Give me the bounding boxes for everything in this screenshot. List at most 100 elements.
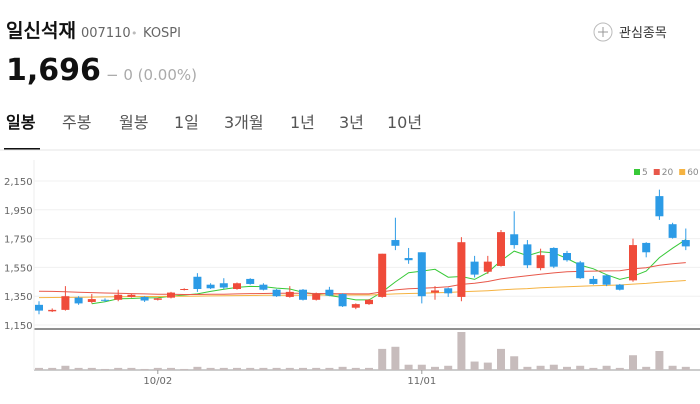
tab[interactable]: 월봉	[119, 113, 148, 132]
volume-bar	[114, 367, 123, 370]
candle-body	[444, 288, 453, 294]
candle-body	[351, 304, 360, 308]
volume-bar	[655, 351, 664, 370]
candle-body	[681, 240, 690, 247]
candle-body	[563, 253, 571, 261]
candle-body	[365, 299, 373, 305]
candle-body	[576, 262, 585, 279]
volume-bar	[74, 367, 83, 370]
candle-body	[417, 252, 426, 297]
candle-body	[114, 294, 123, 300]
candle-body	[431, 290, 439, 293]
y-tick-label: 1,750	[4, 235, 33, 246]
volume-bar	[470, 361, 479, 370]
volume-bar	[61, 365, 70, 370]
volume-bar	[642, 366, 651, 370]
candle-body	[259, 284, 268, 290]
candle-body	[497, 232, 505, 266]
candle-body	[457, 242, 466, 297]
volume-bar	[206, 367, 215, 370]
y-tick-label: 1,150	[4, 321, 33, 332]
volume-bar	[602, 365, 611, 370]
candle-body	[127, 294, 136, 297]
candle-body	[642, 242, 651, 253]
tab[interactable]: 1년	[290, 113, 315, 132]
volume-bar	[444, 365, 453, 370]
candle-body	[589, 278, 598, 284]
volume-bar	[629, 355, 637, 370]
market: KOSPI	[143, 26, 181, 41]
volume-bar	[259, 367, 268, 370]
volume-bar	[457, 332, 466, 370]
legend-label: 5	[642, 168, 648, 178]
volume-bar	[563, 366, 571, 370]
tab[interactable]: 1일	[174, 113, 199, 132]
candle-body	[246, 278, 255, 284]
volume-bar	[391, 346, 400, 370]
tab[interactable]: 3개월	[224, 113, 264, 132]
candle-body	[615, 284, 624, 290]
y-tick-label: 1,550	[4, 263, 33, 274]
candle-body	[470, 261, 479, 275]
candle-body	[35, 304, 43, 311]
volume-bar	[576, 365, 585, 370]
volume-bar	[285, 367, 294, 370]
candle-body	[193, 276, 202, 289]
volume-bar	[325, 367, 334, 370]
candle-body	[74, 297, 83, 304]
candle-body	[312, 294, 321, 300]
volume-bar	[351, 367, 360, 370]
tab[interactable]: 10년	[387, 113, 422, 132]
tab[interactable]: 3년	[339, 113, 364, 132]
watch-button[interactable]: 관심종목	[593, 22, 667, 42]
candle-body	[536, 255, 545, 269]
candle-body	[219, 283, 228, 288]
y-tick-label: 2,150	[4, 177, 33, 188]
volume-bar	[180, 368, 189, 370]
tab[interactable]: 일봉	[6, 113, 36, 132]
candle-body	[655, 196, 664, 217]
x-tick-label: 10/02	[143, 376, 172, 387]
volume-bar	[615, 367, 624, 370]
ma-line	[38, 280, 686, 299]
volume-bar	[338, 366, 347, 370]
tabs: 일봉 주봉 월봉 1일 3개월 1년 3년 10년	[4, 113, 422, 150]
candle-body	[510, 234, 519, 246]
volume-bar	[35, 367, 43, 370]
legend-swatch	[634, 169, 640, 175]
separator: •	[131, 27, 138, 40]
candle-body	[180, 289, 189, 290]
tab[interactable]: 주봉	[62, 113, 91, 132]
volume-bar	[417, 364, 426, 370]
volume-bar	[523, 366, 532, 370]
volume-bar	[483, 362, 492, 370]
volume-bar	[219, 367, 228, 370]
chart: 1,150 1,350 1,550 1,750 1,950 2,150 5 20 60 10/02…	[4, 160, 700, 387]
candle-body	[629, 245, 637, 281]
volume-bar	[272, 367, 281, 370]
legend-label: 60	[687, 168, 699, 178]
candle-body	[233, 283, 241, 289]
candle-body	[378, 253, 387, 297]
candle-body	[602, 275, 611, 285]
candle-body	[206, 284, 215, 289]
volume-bar	[312, 367, 321, 370]
volume-bar	[127, 367, 136, 370]
x-tick-label: 11/01	[407, 376, 436, 387]
volume-bar	[233, 367, 241, 370]
volume-bar	[668, 365, 677, 370]
volume-bar	[589, 367, 598, 370]
volume-bar	[193, 366, 202, 370]
volume-bar	[404, 364, 413, 370]
candle-body	[140, 296, 149, 301]
watch-label[interactable]: 관심종목	[619, 26, 667, 41]
volume-bar	[378, 348, 387, 370]
tab-underline	[4, 148, 40, 150]
candle-body	[483, 261, 492, 272]
y-tick-label: 1,350	[4, 292, 33, 303]
legend-label: 20	[662, 168, 674, 178]
legend-swatch	[679, 169, 686, 175]
stock-name: 일신석재	[6, 20, 76, 42]
candle-body	[272, 289, 281, 297]
volume-bar	[48, 367, 57, 370]
